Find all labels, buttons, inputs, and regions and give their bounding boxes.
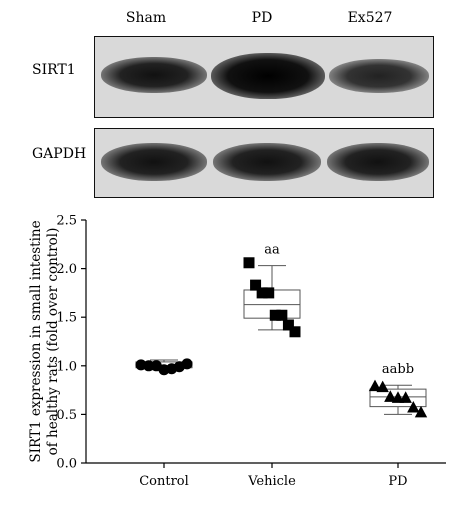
axes bbox=[81, 219, 446, 468]
y-tick-label: 2.0 bbox=[56, 262, 77, 277]
square-marker bbox=[250, 279, 262, 291]
y-axis-title: of healthy rats (fold over control) bbox=[45, 228, 61, 456]
sirt1-band-ex527 bbox=[329, 59, 429, 93]
y-tick-label: 0.0 bbox=[56, 457, 77, 472]
significance-annotation: aabb bbox=[382, 362, 414, 377]
x-tick-label: Vehicle bbox=[247, 474, 296, 489]
circle-marker bbox=[181, 358, 193, 370]
circle-marker bbox=[143, 360, 155, 372]
gapdh-band-ex527 bbox=[327, 143, 429, 181]
triangle-marker bbox=[399, 391, 412, 403]
square-marker bbox=[282, 319, 294, 331]
blot-label-gapdh: GAPDH bbox=[32, 146, 87, 162]
lane-label-pd: PD bbox=[251, 10, 273, 26]
triangle-marker bbox=[414, 405, 428, 418]
blot-label-sirt1: SIRT1 bbox=[32, 62, 76, 78]
lane-label-ex527: Ex527 bbox=[347, 10, 393, 26]
square-marker bbox=[263, 287, 275, 299]
box-plot-chart: 0.0 0.5 1.0 1.5 2.0 2.5 Control Vehicle PD SIRT1 … bbox=[28, 214, 446, 490]
square-marker bbox=[256, 287, 268, 299]
triangle-marker bbox=[368, 379, 382, 392]
lane-label-sham: Sham bbox=[125, 10, 167, 26]
sirt1-band-pd bbox=[211, 53, 325, 99]
y-tick-label: 1.0 bbox=[56, 359, 77, 374]
significance-annotation: aa bbox=[264, 243, 280, 258]
square-marker bbox=[289, 326, 301, 338]
gapdh-blot-image bbox=[94, 128, 434, 198]
y-tick-label: 2.5 bbox=[56, 214, 77, 229]
x-tick-label: Control bbox=[139, 474, 189, 489]
triangle-marker bbox=[407, 400, 420, 413]
triangle-marker bbox=[376, 380, 389, 393]
x-tick-label: PD bbox=[388, 474, 407, 489]
y-tick-label: 1.5 bbox=[56, 311, 77, 326]
square-marker bbox=[276, 309, 288, 321]
gapdh-band-pd bbox=[213, 143, 321, 181]
sirt1-band-sham bbox=[101, 57, 207, 93]
data-points bbox=[135, 257, 428, 418]
square-marker bbox=[269, 309, 281, 321]
y-tick-label: 0.5 bbox=[56, 408, 77, 423]
square-marker bbox=[243, 257, 255, 269]
chart-labels: 0.0 0.5 1.0 1.5 2.0 2.5 Control Vehicle PD SIRT1 … bbox=[28, 214, 414, 490]
y-axis-title: SIRT1 expression in small intestine bbox=[28, 220, 44, 462]
sirt1-blot-image bbox=[94, 36, 434, 118]
triangle-marker bbox=[384, 390, 397, 402]
gapdh-band-sham bbox=[101, 143, 207, 181]
